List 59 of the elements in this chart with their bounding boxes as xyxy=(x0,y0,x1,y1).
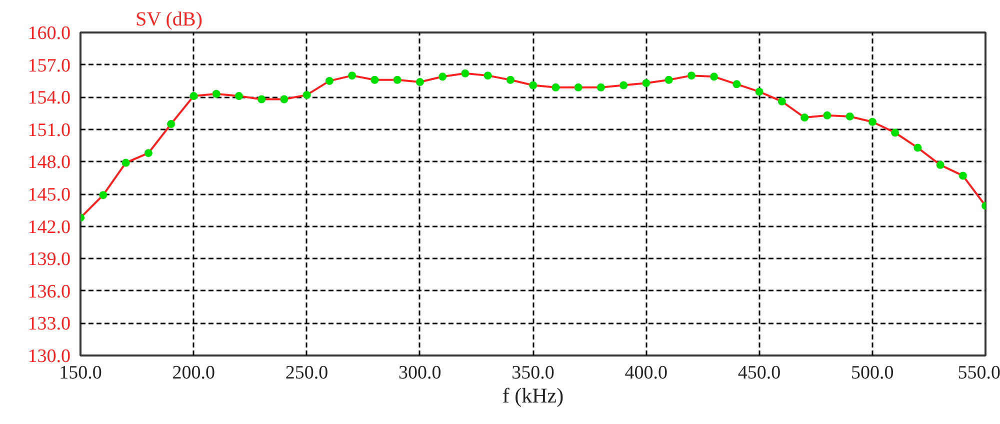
point xyxy=(664,76,673,84)
y-axis-title: SV (dB) xyxy=(136,8,202,30)
point xyxy=(190,92,198,100)
x-tick-label: 550.0 xyxy=(958,362,1000,384)
point xyxy=(710,72,718,81)
point xyxy=(325,76,334,85)
point xyxy=(302,90,311,99)
x-tick-label: 350.0 xyxy=(512,362,554,384)
point xyxy=(167,120,175,128)
y-tick-label: 160.0 xyxy=(28,23,70,44)
point xyxy=(438,72,446,81)
point xyxy=(506,76,514,84)
point xyxy=(552,83,560,92)
point xyxy=(755,88,764,96)
point xyxy=(280,95,288,104)
point xyxy=(958,172,967,180)
y-tick-label: 148.0 xyxy=(28,152,70,174)
y-tick-label: 139.0 xyxy=(28,249,70,270)
y-tick-label: 151.0 xyxy=(28,120,70,141)
point xyxy=(620,81,628,90)
y-tick-label: 142.0 xyxy=(28,216,70,238)
point xyxy=(393,76,402,84)
point xyxy=(529,81,537,90)
x-tick-label: 400.0 xyxy=(624,362,668,384)
point xyxy=(574,83,582,92)
point xyxy=(891,128,899,137)
point xyxy=(846,112,854,120)
point xyxy=(868,118,876,126)
point xyxy=(732,80,741,88)
y-tick-label: 154.0 xyxy=(28,88,70,109)
point xyxy=(461,69,470,78)
x-tick-label: 200.0 xyxy=(172,362,215,384)
point xyxy=(484,72,492,80)
x-axis-title: f (kHz) xyxy=(502,384,564,408)
point xyxy=(99,191,108,200)
y-tick-label: 136.0 xyxy=(28,281,70,302)
x-tick-label: 250.0 xyxy=(285,362,328,384)
point xyxy=(212,90,220,98)
point xyxy=(258,95,266,104)
point xyxy=(234,92,243,100)
point xyxy=(687,72,696,80)
point xyxy=(823,111,832,120)
point xyxy=(914,144,922,152)
y-tick-label: 157.0 xyxy=(28,55,70,76)
point xyxy=(348,72,356,80)
point xyxy=(370,76,379,84)
x-tick-label: 500.0 xyxy=(851,362,894,384)
point xyxy=(642,79,650,88)
x-tick-label: 300.0 xyxy=(398,362,442,384)
y-tick-label: 145.0 xyxy=(28,184,70,206)
point xyxy=(416,78,424,86)
y-tick-label: 133.0 xyxy=(28,314,70,335)
point xyxy=(596,83,605,92)
point xyxy=(122,158,130,167)
point xyxy=(936,160,944,169)
point xyxy=(778,97,786,106)
x-tick-label: 450.0 xyxy=(738,362,781,384)
point xyxy=(800,114,808,122)
point xyxy=(144,149,152,158)
